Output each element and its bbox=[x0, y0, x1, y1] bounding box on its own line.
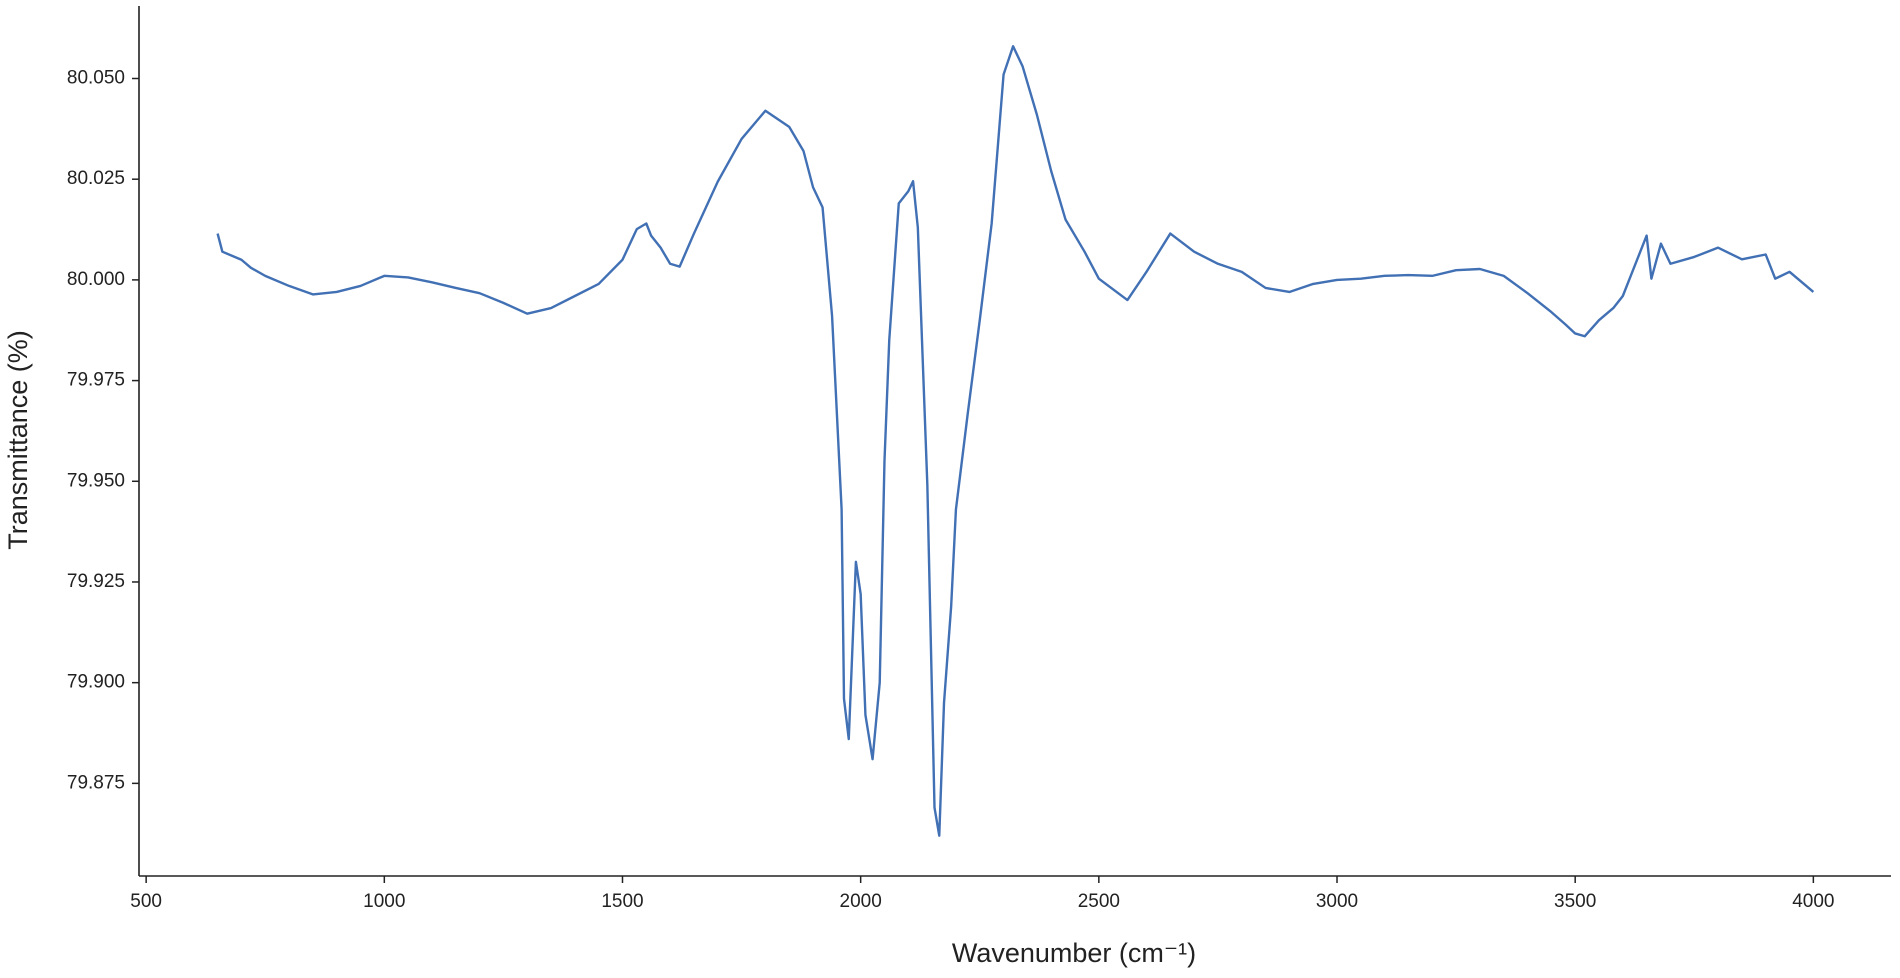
y-tick-label: 79.925 bbox=[67, 571, 125, 592]
y-tick-label: 79.950 bbox=[67, 470, 125, 491]
y-tick-label: 80.050 bbox=[67, 68, 125, 89]
data-line bbox=[216, 45, 1815, 837]
y-tick-label: 79.875 bbox=[67, 772, 125, 793]
y-tick-label: 79.975 bbox=[67, 370, 125, 391]
y-tick-label: 79.900 bbox=[67, 672, 125, 693]
x-tick-label: 3500 bbox=[1554, 891, 1596, 912]
x-tick-label: 3000 bbox=[1316, 891, 1358, 912]
y-tick-label: 80.000 bbox=[67, 269, 125, 290]
x-tick-label: 500 bbox=[130, 891, 162, 912]
x-tick-label: 1000 bbox=[363, 891, 405, 912]
x-axis-label: Wavenumber (cm⁻¹) bbox=[952, 938, 1196, 968]
x-tick-label: 2000 bbox=[840, 891, 882, 912]
y-tick-label: 80.025 bbox=[67, 168, 125, 189]
y-axis-label: Transmittance (%) bbox=[3, 330, 33, 550]
x-tick-label: 1500 bbox=[601, 891, 643, 912]
x-tick-label: 4000 bbox=[1792, 891, 1834, 912]
x-tick-label: 2500 bbox=[1078, 891, 1120, 912]
